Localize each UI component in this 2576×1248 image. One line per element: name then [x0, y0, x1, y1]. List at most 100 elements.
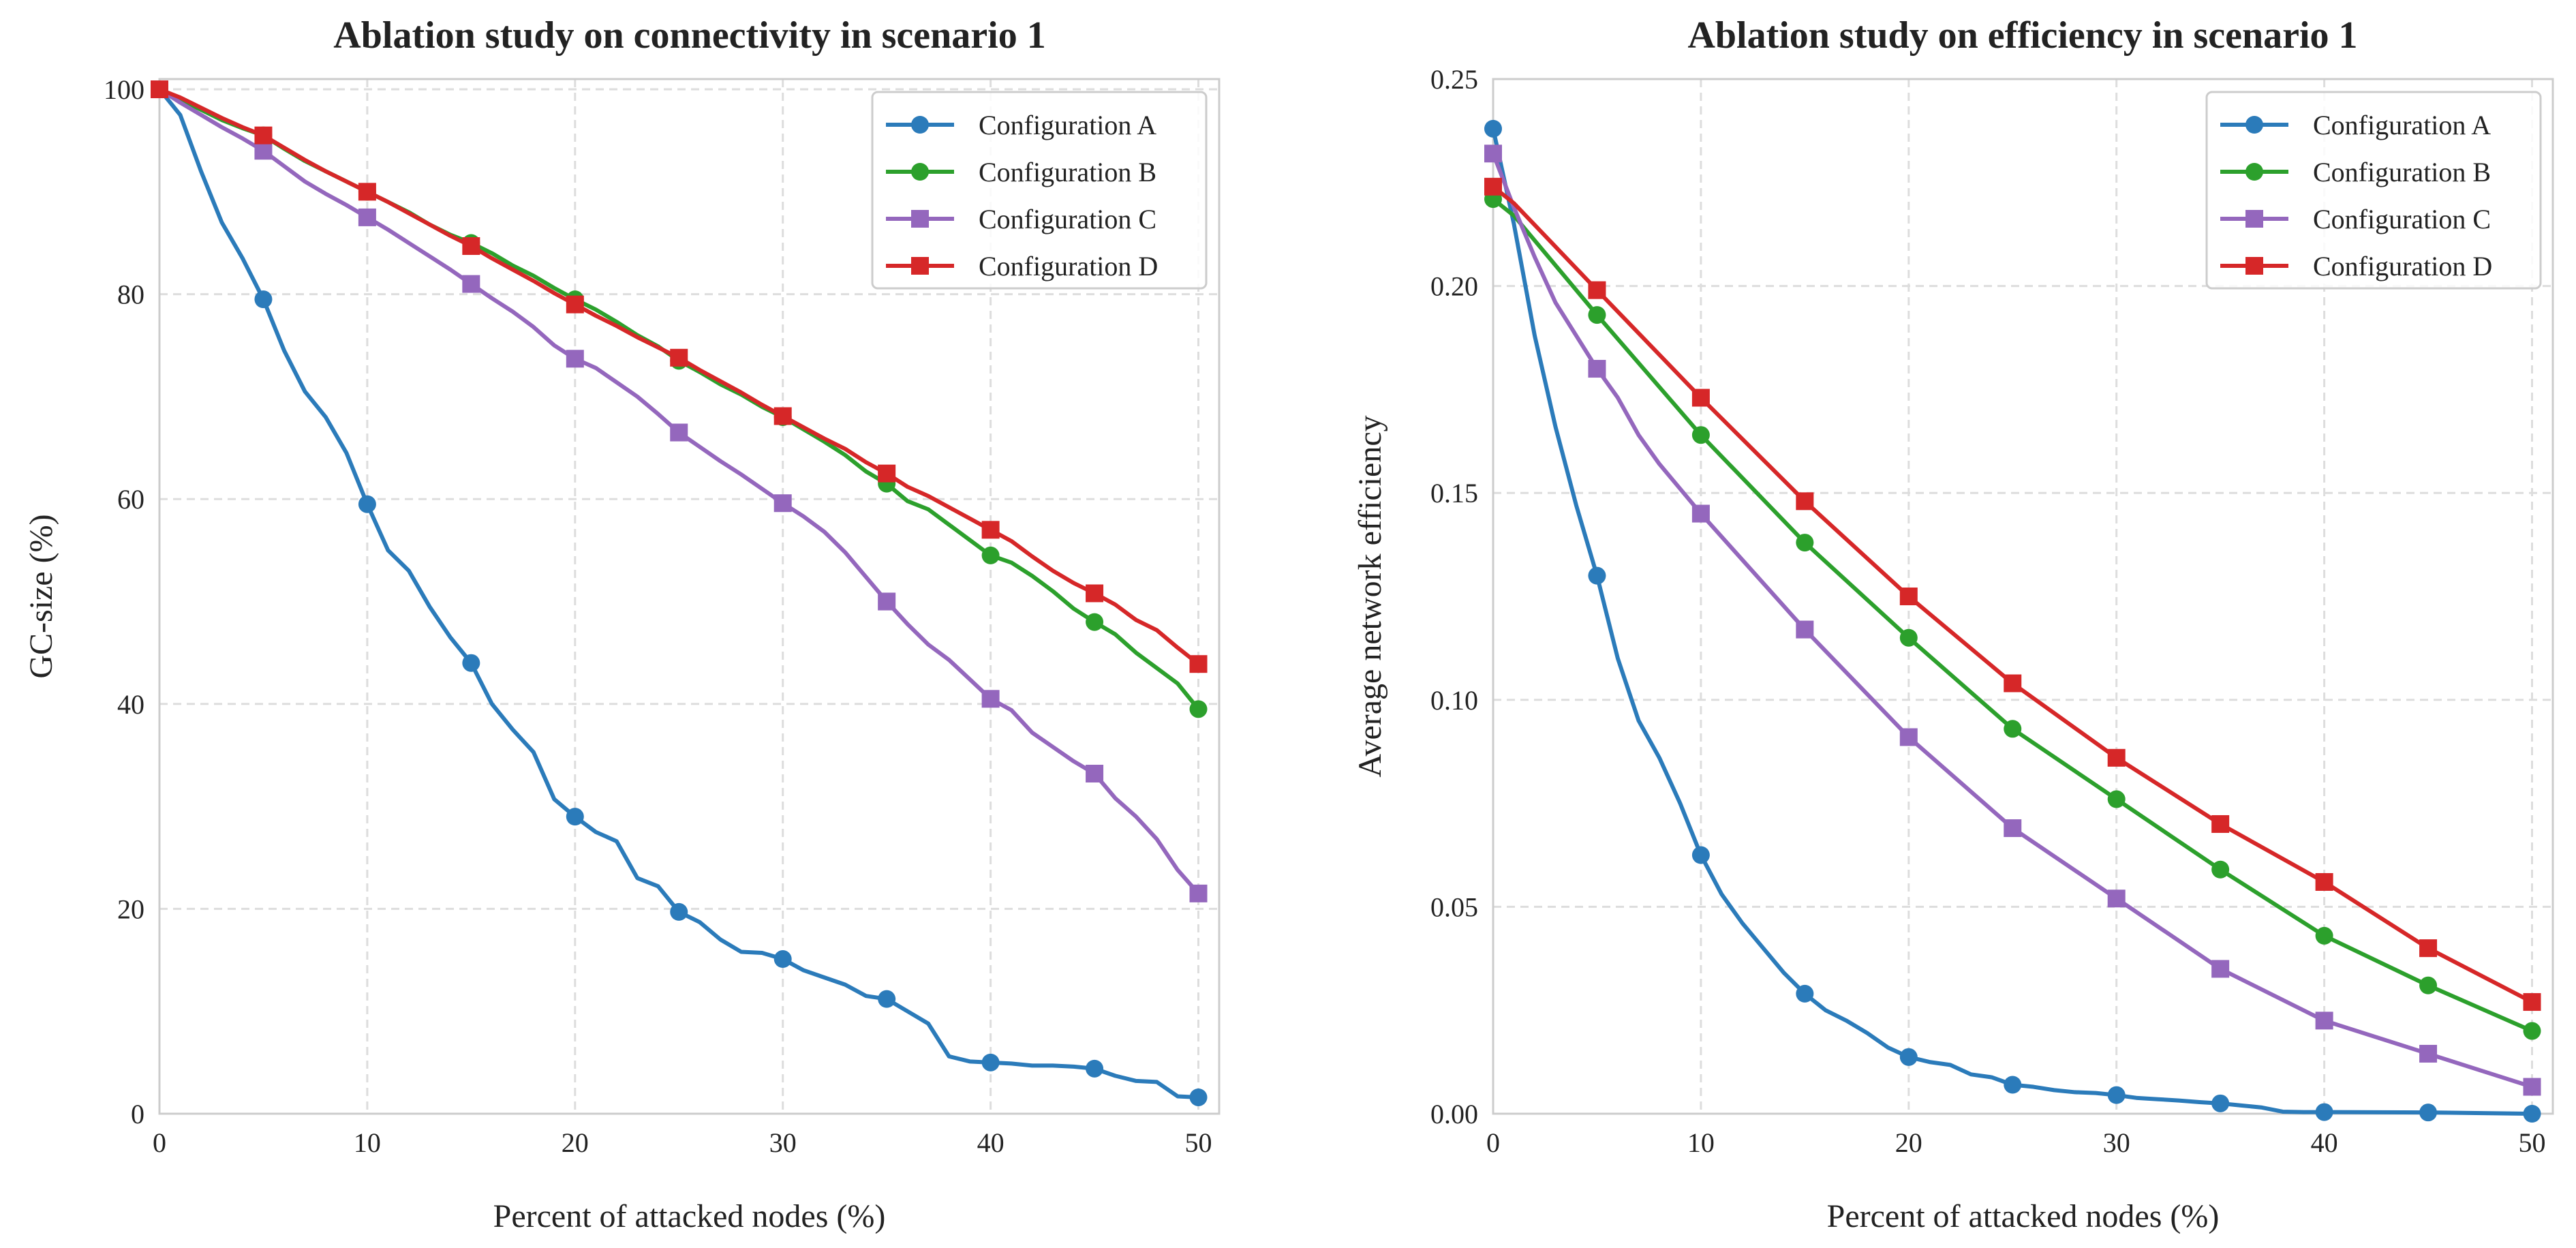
y-tick-label: 100: [104, 74, 144, 105]
data-point: [2419, 939, 2438, 958]
data-point: [773, 407, 792, 425]
data-point: [462, 275, 480, 293]
data-point: [981, 546, 1000, 564]
data-point: [1189, 700, 1208, 718]
data-point: [773, 494, 792, 513]
legend-label: Configuration B: [2313, 157, 2491, 187]
y-tick-label: 0.25: [1430, 64, 1478, 95]
legend-label: Configuration A: [2313, 110, 2491, 140]
data-point: [358, 183, 376, 201]
data-point: [1086, 613, 1104, 631]
y-tick-label: 0.00: [1430, 1099, 1478, 1129]
plot-frame: [158, 78, 1221, 1115]
y-tick-label: 40: [117, 689, 144, 720]
data-point: [981, 521, 1000, 539]
data-point: [2211, 960, 2230, 978]
legend-marker: [2245, 116, 2263, 134]
series-configuration-a: [1484, 119, 2541, 1123]
data-point: [1691, 846, 1710, 864]
data-point: [1588, 360, 1606, 378]
x-tick-label: 30: [769, 1127, 797, 1158]
x-tick-label: 0: [153, 1127, 166, 1158]
data-point: [2004, 674, 2022, 693]
chart-title: Ablation study on connectivity in scenar…: [333, 14, 1045, 57]
data-point: [2211, 1094, 2230, 1112]
x-tick-label: 30: [2103, 1127, 2130, 1158]
data-point: [1796, 620, 1814, 639]
data-point: [670, 348, 688, 367]
data-point: [1484, 119, 1502, 138]
data-point: [1189, 884, 1208, 902]
data-point: [2523, 1022, 2541, 1040]
data-point: [1796, 984, 1814, 1003]
legend-label: Configuration A: [979, 110, 1156, 140]
legend-marker: [2245, 210, 2263, 228]
series-line: [1491, 151, 2534, 1089]
data-point: [1189, 655, 1208, 673]
data-point: [1484, 177, 1502, 196]
y-tick-label: 60: [117, 484, 144, 515]
data-point: [2419, 1044, 2438, 1063]
y-axis-label: GC-size (%): [23, 514, 59, 678]
data-point: [2523, 993, 2541, 1011]
legend-box: [871, 91, 1208, 290]
legend-label: Configuration C: [979, 204, 1156, 234]
data-point: [878, 464, 896, 483]
data-point: [566, 808, 584, 826]
series-configuration-d: [151, 80, 1208, 673]
x-tick-label: 40: [977, 1127, 1005, 1158]
data-point: [981, 690, 1000, 708]
plot-frame: [1492, 78, 2554, 1115]
legend-marker: [911, 257, 929, 275]
data-point: [670, 423, 688, 442]
legend-label: Configuration D: [2313, 251, 2492, 281]
data-point: [151, 80, 168, 99]
legend-marker: [2245, 257, 2263, 275]
data-point: [1899, 728, 1918, 746]
y-tick-label: 0.20: [1430, 271, 1478, 302]
y-tick-label: 0.10: [1430, 685, 1478, 716]
data-point: [2107, 790, 2126, 808]
data-point: [2523, 1078, 2541, 1096]
x-tick-label: 20: [1895, 1127, 1922, 1158]
data-point: [254, 126, 273, 144]
legend-marker: [911, 116, 929, 134]
x-tick-label: 50: [2519, 1127, 2546, 1158]
efficiency-chart: 0 10 20 30 40 50 0.00 0.05 0.10 0.15 0.20 0.25 Ablat…: [1352, 14, 2554, 1234]
data-point: [1086, 1059, 1104, 1078]
data-point: [566, 295, 584, 314]
data-point: [773, 950, 792, 969]
data-point: [462, 237, 480, 255]
x-tick-label: 0: [1486, 1127, 1500, 1158]
data-point: [1484, 144, 1502, 163]
data-point: [2315, 1011, 2333, 1030]
legend-box: [2205, 91, 2542, 290]
data-point: [878, 990, 896, 1008]
legend-marker: [2245, 163, 2263, 181]
x-tick-label: 10: [1687, 1127, 1715, 1158]
series-configuration-b: [1484, 190, 2541, 1040]
data-point: [2315, 926, 2333, 945]
series-configuration-d: [1484, 177, 2541, 1011]
data-point: [2107, 1086, 2126, 1104]
data-point: [2419, 1104, 2438, 1122]
y-axis-label: Average network efficiency: [1352, 415, 1388, 777]
connectivity-chart: 0 10 20 30 40 50 0 20 40 60 80 100 Ablation study on…: [23, 14, 1221, 1234]
y-tick-label: 20: [117, 894, 144, 924]
y-tick-label: 0.05: [1430, 892, 1478, 922]
data-point: [1189, 1088, 1208, 1106]
data-point: [1086, 765, 1104, 783]
data-point: [1796, 534, 1814, 552]
data-point: [358, 208, 376, 226]
x-tick-label: 10: [354, 1127, 381, 1158]
legend: Configuration A Configuration B Configurat…: [2205, 91, 2542, 290]
x-tick-label: 20: [562, 1127, 589, 1158]
data-point: [878, 592, 896, 611]
data-point: [2315, 1103, 2333, 1121]
x-tick-label: 40: [2311, 1127, 2338, 1158]
data-point: [1588, 306, 1606, 324]
data-point: [1691, 389, 1710, 407]
chart-title: Ablation study on efficiency in scenario…: [1687, 14, 2357, 57]
legend-marker: [911, 210, 929, 228]
